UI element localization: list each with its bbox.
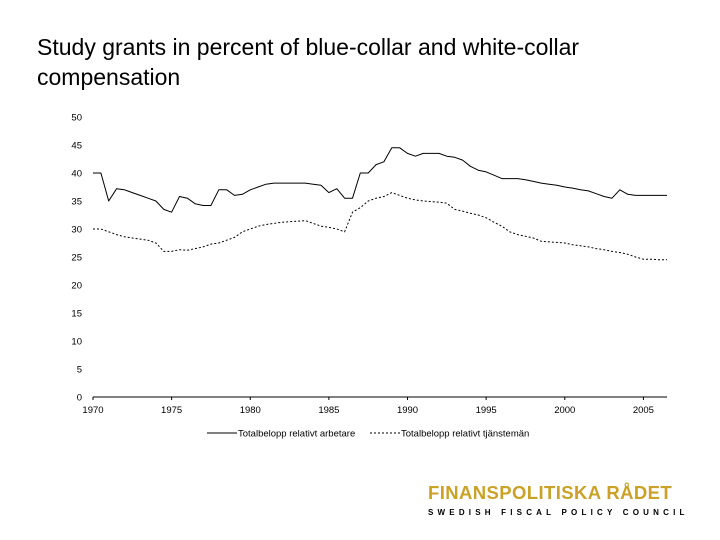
legend: Totalbelopp relativt arbetare Totalbelopp…	[207, 429, 529, 440]
y-tick-label: 15	[71, 309, 82, 320]
series-line-2	[93, 192, 667, 261]
x-axis: 1970 1975 1980 1985 1990 1995 2000 2005	[82, 396, 667, 416]
series-layer	[93, 147, 667, 261]
line-chart: 0 5 10 15 20 25 30 35 40 45 50 1970 1975 1980 1985 199…	[71, 113, 667, 440]
y-axis: 0 5 10 15 20 25 30 35 40 45 50	[71, 113, 82, 404]
x-tick-label: 1985	[318, 405, 339, 416]
y-tick-label: 25	[71, 253, 82, 264]
legend-label-2: Totalbelopp relativt tjänstemän	[401, 429, 529, 440]
x-tick-label: 2000	[554, 405, 575, 416]
logo-sub-text: SWEDISH FISCAL POLICY COUNCIL	[428, 508, 689, 517]
x-tick-label: 1975	[161, 405, 182, 416]
y-tick-label: 10	[71, 337, 82, 348]
series-line-1	[93, 147, 667, 213]
y-tick-label: 0	[77, 393, 82, 404]
y-tick-label: 40	[71, 169, 82, 180]
x-tick-label: 1990	[397, 405, 418, 416]
x-tick-label: 1970	[82, 405, 103, 416]
y-tick-label: 20	[71, 281, 82, 292]
council-logo: FINANSPOLITISKA RÅDET SWEDISH FISCAL POL…	[428, 482, 708, 517]
y-tick-label: 30	[71, 225, 82, 236]
x-tick-label: 1995	[476, 405, 497, 416]
x-tick-label: 1980	[240, 405, 261, 416]
y-tick-label: 5	[77, 365, 82, 376]
y-tick-label: 35	[71, 197, 82, 208]
legend-label-1: Totalbelopp relativt arbetare	[238, 429, 355, 440]
y-tick-label: 50	[71, 113, 82, 124]
x-tick-label: 2005	[633, 405, 654, 416]
slide-title: Study grants in percent of blue-collar a…	[37, 34, 580, 90]
logo-main-text: FINANSPOLITISKA RÅDET	[428, 482, 673, 503]
y-tick-label: 45	[71, 141, 82, 152]
